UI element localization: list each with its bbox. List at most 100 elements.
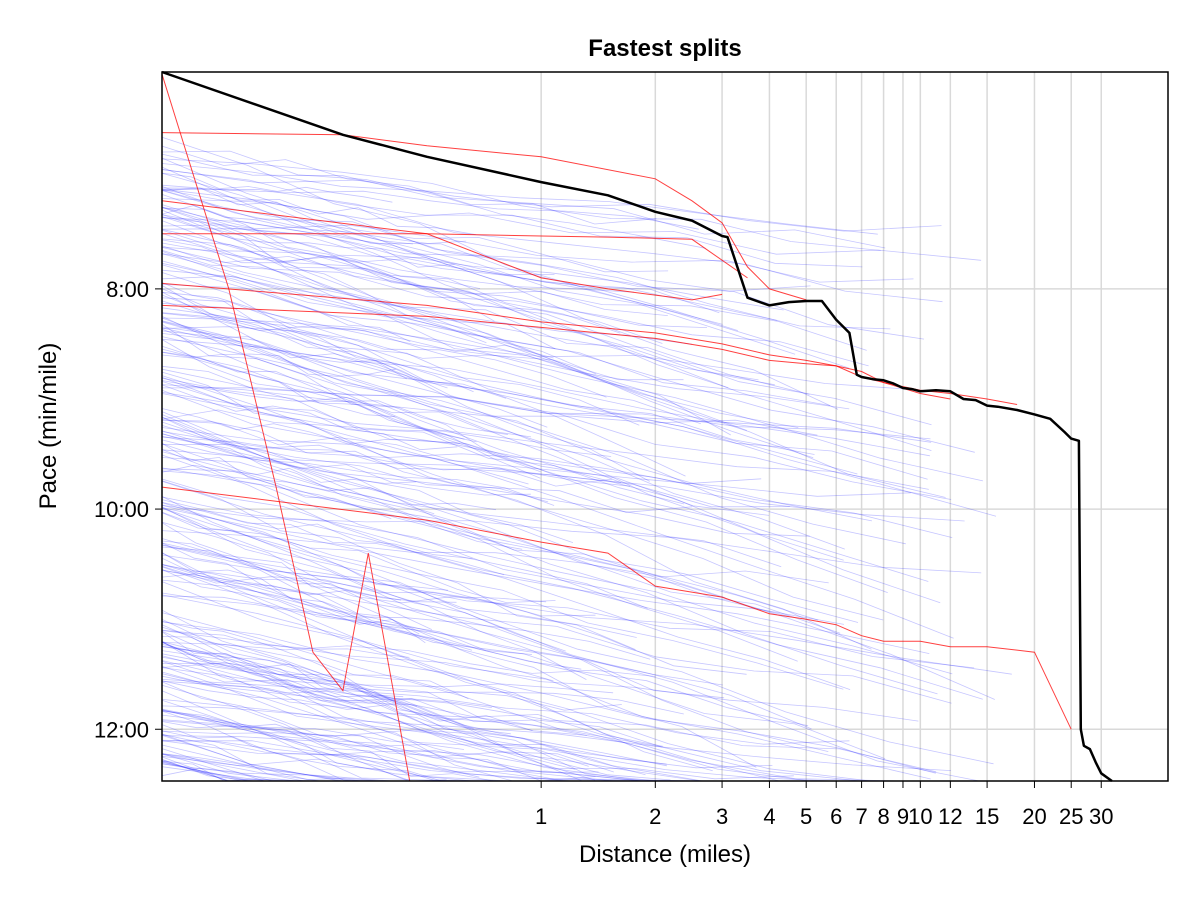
background-run-line [161,327,906,545]
background-run-line [161,431,613,487]
background-run-line [161,665,662,748]
background-run-line [161,354,396,418]
background-run-line [161,233,946,498]
background-run-line [161,172,393,203]
background-run-line [161,186,739,331]
background-run-line [161,436,762,485]
background-run-line [161,594,931,780]
background-run-line [161,442,392,520]
background-run-line [161,645,622,711]
background-run-line [161,710,495,782]
grid-lines [162,72,1168,781]
background-run-line [161,630,919,722]
x-tick-label: 5 [800,804,812,829]
background-run-line [161,371,529,485]
background-run-line [161,169,942,232]
background-run-line [161,502,844,690]
background-run-line [161,470,497,511]
background-run-line [161,172,796,355]
background-run-line [161,381,954,639]
background-run-line [161,345,929,582]
background-run-line [161,348,477,443]
background-run-line [161,312,921,391]
background-run-line [161,250,799,428]
background-run-line [161,153,886,249]
background-run-line [161,430,523,550]
background-run-line [161,724,447,782]
background-run-line [161,376,769,516]
x-tick-label: 25 [1059,804,1083,829]
x-tick-label: 6 [830,804,842,829]
background-run-line [161,642,589,767]
background-run-line [161,206,723,325]
highlight-run-line [161,200,723,301]
background-run-line [161,570,952,704]
background-run-line [161,569,473,651]
background-run-line [161,656,596,781]
x-tick-label: 3 [716,804,728,829]
background-run-line [161,269,759,381]
background-run-line [161,571,547,604]
background-run-line [161,408,460,445]
background-run-line [161,546,554,682]
background-run-line [161,730,614,773]
background-run-line [161,592,533,655]
background-run-line [161,631,418,707]
background-run-line [161,624,469,700]
background-run-line [161,542,420,635]
highlight-run-line [162,233,748,279]
background-run-line [161,163,878,235]
background-run-line [161,312,640,426]
background-run-line [161,507,556,604]
x-tick-label: 1 [535,804,547,829]
background-run-line [161,206,914,283]
background-run-line [161,338,930,457]
x-tick-label: 2 [649,804,661,829]
y-axis-label: Pace (min/mile) [35,343,62,510]
highlight-run-line [161,132,807,301]
background-run-line [161,297,701,425]
background-run-line [161,708,465,750]
background-run-line [161,449,790,617]
background-run-line [161,660,664,747]
background-run-line [161,521,587,680]
background-run-line [161,502,505,576]
background-run-line [161,228,811,292]
background-run-line [161,272,686,477]
x-tick-label: 30 [1089,804,1113,829]
background-run-line [161,721,442,782]
y-tick-label: 10:00 [94,497,149,522]
best-pace-line-group [161,70,1113,783]
background-run-line [161,387,931,440]
x-tick-label: 15 [975,804,999,829]
background-run-line [161,336,872,522]
background-run-line [161,454,851,690]
y-tick-label: 12:00 [94,717,149,742]
background-run-line [161,439,555,506]
background-run-line [161,739,599,774]
background-run-line [161,468,726,599]
background-run-line [161,506,829,752]
background-run-line [161,552,713,772]
background-run-line [161,321,952,500]
background-run-line [161,217,867,351]
background-run-line [161,566,868,782]
background-run-line [161,389,884,621]
background-run-line [161,675,701,782]
background-run-line [161,416,574,543]
background-run-line [161,136,850,369]
background-run-line [161,300,815,455]
background-run-line [161,478,648,609]
background-run-line [161,579,723,686]
background-run-line [161,435,531,496]
background-run-line [161,198,982,261]
x-tick-label: 9 [897,804,909,829]
background-run-line [161,253,668,316]
background-run-line [161,554,975,669]
background-run-line [161,499,473,559]
background-run-line [161,321,858,475]
background-run-line [161,595,651,660]
background-run-line [161,680,1006,782]
background-run-line [161,411,938,695]
